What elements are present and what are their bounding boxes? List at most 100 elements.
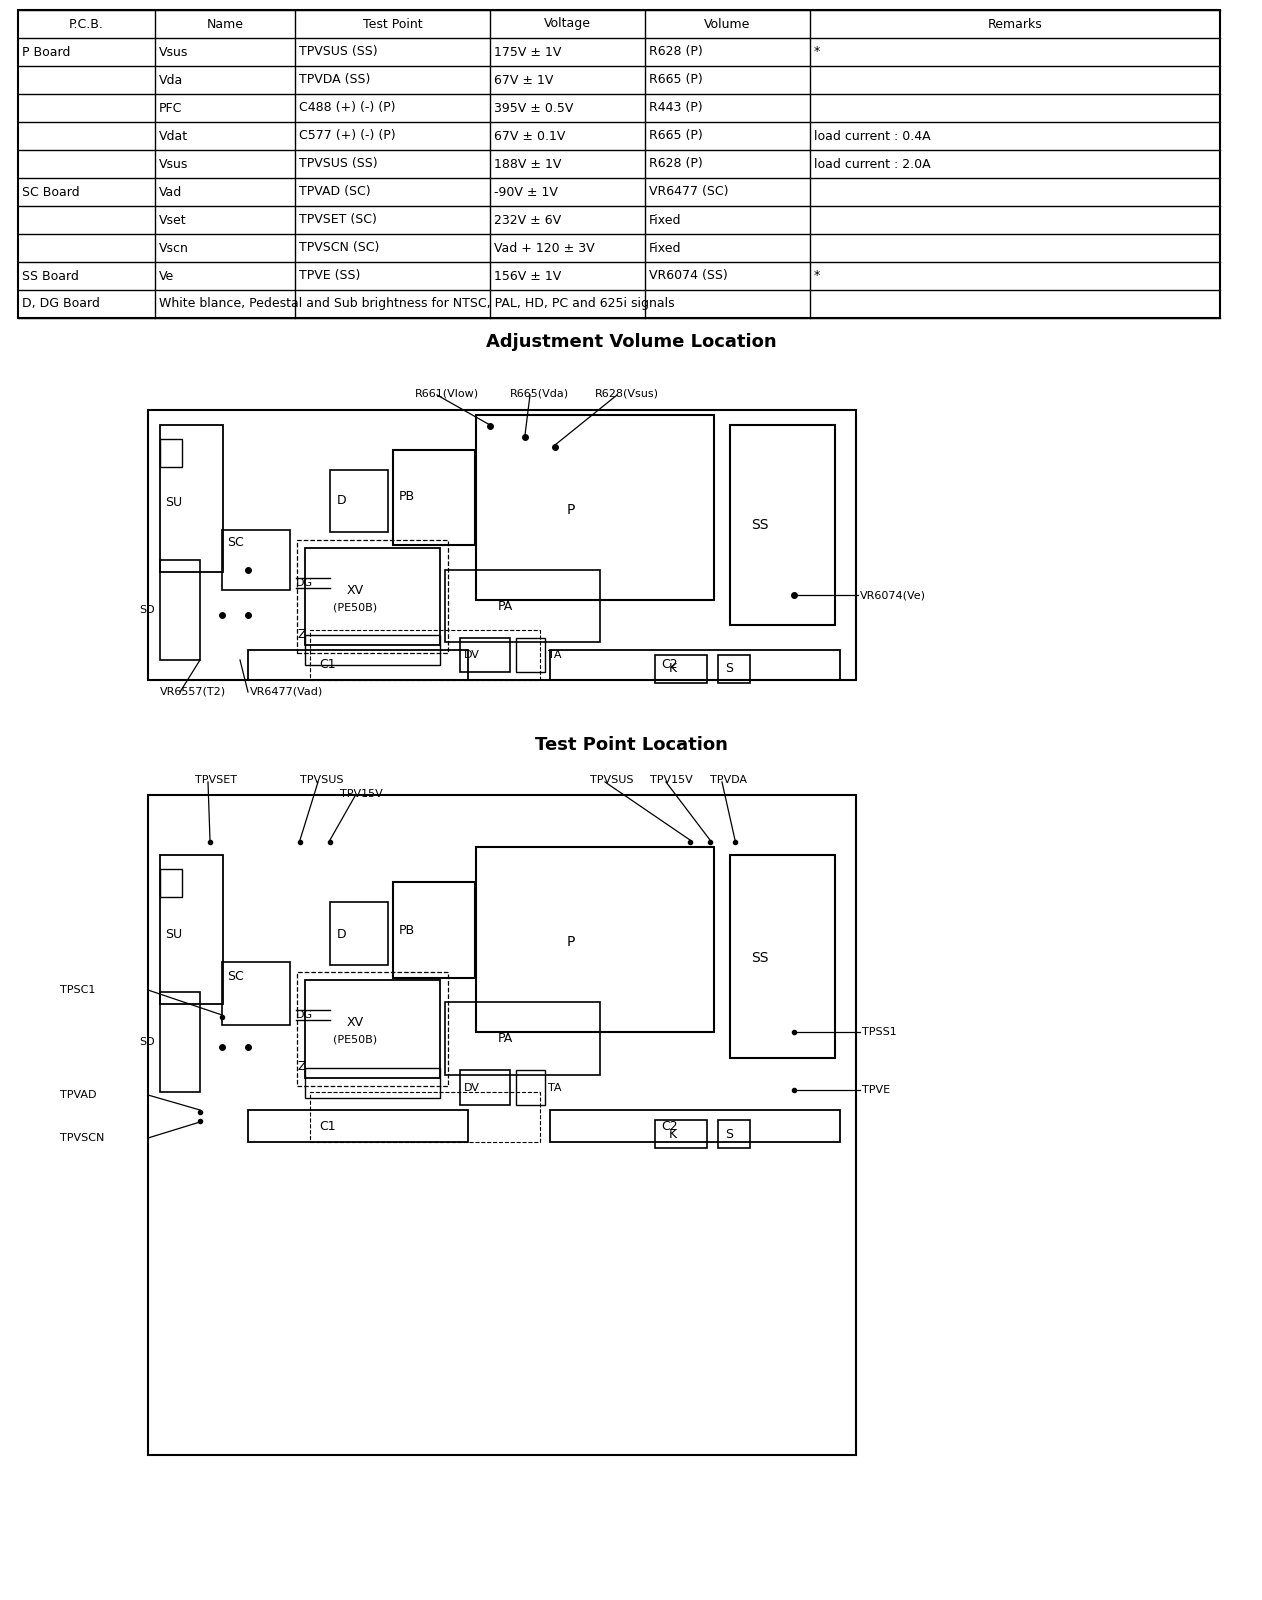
Bar: [655, 654, 707, 683]
Text: SS: SS: [751, 518, 769, 531]
Bar: [516, 1070, 545, 1106]
Text: Test Point Location: Test Point Location: [535, 736, 727, 754]
Text: 232V ± 6V: 232V ± 6V: [493, 213, 562, 227]
Bar: [305, 635, 440, 666]
Text: C2: C2: [661, 659, 678, 672]
Text: DG: DG: [297, 578, 313, 587]
Text: 67V ± 1V: 67V ± 1V: [493, 74, 553, 86]
Text: PA: PA: [497, 1032, 512, 1045]
Text: Test Point: Test Point: [362, 18, 423, 30]
Text: -90V ± 1V: -90V ± 1V: [493, 186, 558, 198]
Text: 175V ± 1V: 175V ± 1V: [493, 45, 562, 59]
Text: R628(Vsus): R628(Vsus): [594, 387, 659, 398]
Bar: [655, 1120, 707, 1149]
Text: TPVSUS: TPVSUS: [591, 774, 634, 786]
Bar: [160, 438, 182, 467]
Bar: [305, 547, 440, 645]
Bar: [461, 1070, 510, 1106]
Text: D: D: [337, 928, 347, 941]
Text: TPVDA (SS): TPVDA (SS): [299, 74, 370, 86]
Bar: [160, 854, 223, 1005]
Text: SC: SC: [227, 536, 244, 549]
Bar: [392, 450, 475, 546]
Text: 156V ± 1V: 156V ± 1V: [493, 269, 562, 283]
Bar: [718, 1120, 750, 1149]
Text: S: S: [724, 662, 733, 675]
Bar: [297, 971, 448, 1086]
Text: load current : 0.4A: load current : 0.4A: [814, 130, 930, 142]
Text: PB: PB: [399, 491, 415, 504]
Bar: [305, 1069, 440, 1098]
Bar: [329, 902, 387, 965]
Text: TPVSCN (SC): TPVSCN (SC): [299, 242, 380, 254]
Text: load current : 2.0A: load current : 2.0A: [814, 157, 930, 171]
Bar: [249, 650, 468, 680]
Text: Voltage: Voltage: [544, 18, 591, 30]
Text: TPVE: TPVE: [862, 1085, 890, 1094]
Bar: [305, 979, 440, 1078]
Bar: [148, 410, 856, 680]
Text: VR6477 (SC): VR6477 (SC): [649, 186, 728, 198]
Text: D: D: [337, 494, 347, 507]
Text: SU: SU: [165, 928, 182, 941]
Bar: [249, 1110, 468, 1142]
Text: TA: TA: [548, 650, 562, 659]
Text: R628 (P): R628 (P): [649, 45, 703, 59]
Bar: [222, 962, 290, 1026]
Text: SC: SC: [227, 971, 244, 984]
Text: TPV15V: TPV15V: [650, 774, 693, 786]
Text: TA: TA: [548, 1083, 562, 1093]
Text: K: K: [669, 1128, 676, 1141]
Bar: [18, 10, 1220, 318]
Bar: [329, 470, 387, 531]
Text: DV: DV: [464, 650, 480, 659]
Text: XV: XV: [347, 584, 363, 597]
Text: P.C.B.: P.C.B.: [69, 18, 103, 30]
Bar: [729, 426, 835, 626]
Text: P: P: [567, 934, 575, 949]
Text: P Board: P Board: [21, 45, 71, 59]
Bar: [160, 560, 199, 659]
Text: Z: Z: [298, 1061, 307, 1074]
Text: (PE50B): (PE50B): [333, 602, 377, 611]
Text: S: S: [724, 1128, 733, 1141]
Text: Vsus: Vsus: [159, 157, 188, 171]
Text: R661(Vlow): R661(Vlow): [415, 387, 480, 398]
Bar: [718, 654, 750, 683]
Text: Fixed: Fixed: [649, 213, 681, 227]
Text: TPVSET: TPVSET: [196, 774, 237, 786]
Bar: [476, 414, 714, 600]
Bar: [222, 530, 290, 590]
Bar: [392, 882, 475, 978]
Text: D, DG Board: D, DG Board: [21, 298, 100, 310]
Text: 67V ± 0.1V: 67V ± 0.1V: [493, 130, 565, 142]
Text: (PE50B): (PE50B): [333, 1035, 377, 1045]
Text: DG: DG: [297, 1010, 313, 1021]
Bar: [461, 638, 510, 672]
Bar: [310, 1091, 540, 1142]
Text: Fixed: Fixed: [649, 242, 681, 254]
Text: R665 (P): R665 (P): [649, 130, 703, 142]
Bar: [729, 854, 835, 1058]
Bar: [550, 1110, 840, 1142]
Bar: [516, 638, 545, 672]
Text: TPVSCN: TPVSCN: [61, 1133, 105, 1142]
Text: TPVSET (SC): TPVSET (SC): [299, 213, 377, 227]
Bar: [310, 630, 540, 680]
Text: TPVAD: TPVAD: [61, 1090, 96, 1101]
Text: R665 (P): R665 (P): [649, 74, 703, 86]
Text: R665(Vda): R665(Vda): [510, 387, 569, 398]
Text: PFC: PFC: [159, 101, 183, 115]
Text: C1: C1: [319, 1120, 336, 1133]
Text: K: K: [669, 662, 676, 675]
Text: C577 (+) (-) (P): C577 (+) (-) (P): [299, 130, 395, 142]
Bar: [160, 869, 182, 898]
Text: Adjustment Volume Location: Adjustment Volume Location: [486, 333, 776, 350]
Text: VR6074 (SS): VR6074 (SS): [649, 269, 728, 283]
Text: Vad + 120 ± 3V: Vad + 120 ± 3V: [493, 242, 594, 254]
Text: TPVSUS (SS): TPVSUS (SS): [299, 45, 377, 59]
Text: SU: SU: [165, 496, 182, 509]
Text: TPSS1: TPSS1: [862, 1027, 897, 1037]
Text: C2: C2: [661, 1120, 678, 1133]
Text: Vda: Vda: [159, 74, 183, 86]
